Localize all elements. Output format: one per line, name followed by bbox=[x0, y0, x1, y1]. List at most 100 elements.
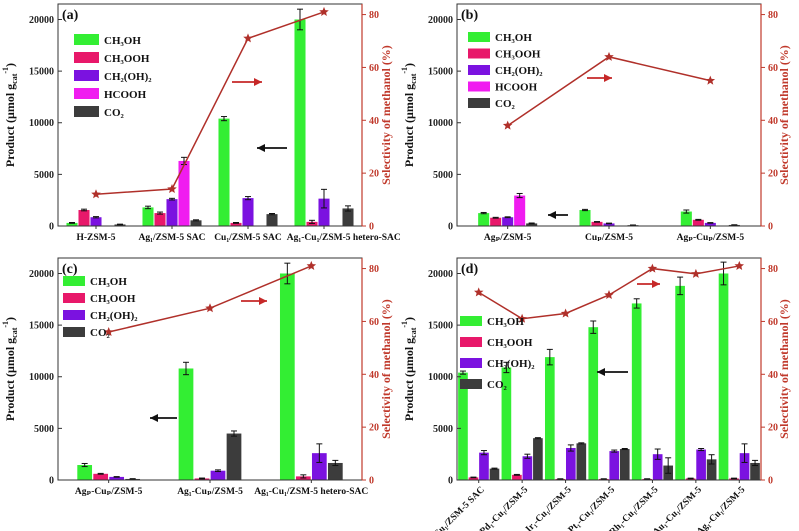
y-tick-label: 0 bbox=[448, 476, 453, 487]
selectivity-point bbox=[691, 268, 701, 278]
y-tick-label: 5000 bbox=[433, 424, 453, 435]
bar-ch3oh bbox=[294, 19, 306, 226]
y2-tick-label: 40 bbox=[369, 370, 379, 381]
y-tick-label: 15000 bbox=[428, 67, 453, 78]
y-axis-label-main: Product (μmol g bbox=[3, 84, 17, 167]
bar-ch3oh bbox=[718, 273, 729, 480]
panel-label: (a) bbox=[62, 8, 79, 23]
bar-ch2oh2 bbox=[166, 199, 178, 226]
right-axis-arrow-head bbox=[254, 78, 262, 86]
bar-ch3oh bbox=[675, 285, 685, 480]
legend-label: HCOOH bbox=[104, 89, 147, 101]
y2-tick-label: 20 bbox=[768, 169, 778, 180]
bar-ch3oh bbox=[501, 367, 512, 480]
legend-label: CH₃OH bbox=[90, 276, 127, 288]
y2-tick-label: 0 bbox=[768, 476, 773, 487]
legend-label: CH₃OOH bbox=[90, 293, 136, 305]
y-axis-label-main: Product (μmol g bbox=[402, 84, 416, 167]
bar-ch3oh bbox=[680, 211, 692, 226]
y-axis-label: Product (μmol gcat-1) bbox=[1, 63, 19, 167]
bar-ch3ooh bbox=[154, 213, 166, 226]
y2-tick-label: 40 bbox=[369, 116, 379, 127]
selectivity-point bbox=[103, 327, 114, 336]
y2-tick-label: 80 bbox=[369, 264, 379, 275]
selectivity-point bbox=[604, 51, 614, 61]
bar-ch2oh2 bbox=[603, 223, 615, 226]
y2-tick-label: 20 bbox=[369, 169, 379, 180]
legend-swatch-co2 bbox=[468, 98, 490, 108]
bar-ch2oh2 bbox=[704, 222, 716, 226]
bar-ch2oh2 bbox=[609, 451, 620, 480]
bar-ch3ooh bbox=[78, 209, 90, 226]
legend-swatch-ch2oh2 bbox=[63, 310, 85, 320]
legend-swatch-ch2oh2 bbox=[460, 358, 482, 368]
y-axis-label-sup: -1 bbox=[400, 321, 409, 328]
bar-ch2oh2 bbox=[242, 198, 254, 226]
y-axis-label-sub: cat bbox=[10, 73, 19, 84]
bar-co2 bbox=[706, 459, 717, 480]
legend-label: CH₃OOH bbox=[104, 53, 150, 65]
bar-ch3ooh bbox=[93, 473, 109, 480]
y-axis-label-end: ) bbox=[402, 317, 416, 321]
y-tick-label: 0 bbox=[448, 222, 453, 233]
legend-swatch-ch3ooh bbox=[468, 48, 490, 59]
y-tick-label: 15000 bbox=[29, 321, 54, 332]
bar-ch3ooh bbox=[230, 222, 242, 226]
right-axis-arrow-head bbox=[259, 297, 267, 305]
x-tick-label: Agₚ-Cuₚ/ZSM-5 bbox=[677, 233, 745, 243]
bar-hcooh bbox=[514, 195, 526, 226]
legend-label: CH₃OOH bbox=[495, 49, 541, 61]
selectivity-point bbox=[502, 120, 513, 130]
legend: CH₃OH CH₃OOH CH₂(OH)₂ CO₂ bbox=[460, 316, 535, 391]
legend-swatch-ch2oh2 bbox=[468, 65, 490, 75]
right-axis-arrow-head bbox=[604, 74, 612, 82]
bar-co2 bbox=[226, 433, 242, 480]
bar-co2 bbox=[489, 468, 500, 480]
bar-ch3ooh bbox=[591, 221, 603, 226]
y2-tick-label: 60 bbox=[369, 63, 379, 74]
panel-b: 0 5000 10000 15000 20000 0 20 40 60 80 Agₚ/ZSM-5 Cu… bbox=[400, 3, 791, 243]
legend-label: HCOOH bbox=[495, 82, 538, 94]
y2-tick-label: 80 bbox=[768, 264, 778, 275]
bar-ch3ooh bbox=[468, 477, 479, 480]
plot-frame bbox=[57, 257, 363, 481]
y-axis-label: Product (μmol gcat-1) bbox=[400, 63, 418, 167]
bar-hcooh bbox=[178, 160, 190, 226]
x-tick-label: Ag₁-Cu₁/ZSM-5 hetero-SAC bbox=[254, 487, 368, 497]
y2-tick-label: 40 bbox=[768, 370, 778, 381]
legend-label: CH₃OH bbox=[104, 35, 141, 47]
y2-axis-label: Selectivity of methanol (%) bbox=[379, 45, 393, 185]
x-tick-label: Ag₁/ZSM-5 SAC bbox=[139, 233, 206, 243]
selectivity-point bbox=[560, 308, 571, 318]
bar-ch2oh2 bbox=[318, 198, 330, 226]
panel-a: 0 5000 10000 15000 20000 0 20 40 60 80 H-ZSM-5 Ag₁/… bbox=[1, 3, 401, 243]
y2-tick-label: 60 bbox=[768, 63, 778, 74]
bar-co2 bbox=[576, 443, 587, 480]
selectivity-point bbox=[319, 6, 329, 17]
x-tick-label: Agₚ-Cuₚ/ZSM-5 bbox=[75, 487, 143, 497]
y-tick-label: 20000 bbox=[428, 269, 453, 280]
legend-swatch-ch3oh bbox=[460, 316, 482, 326]
bar-ch2oh2 bbox=[109, 476, 125, 480]
selectivity-point bbox=[167, 184, 177, 193]
x-tick-label: H-ZSM-5 bbox=[77, 233, 116, 243]
bar-ch3oh bbox=[77, 465, 93, 480]
legend-label: CH₂(OH)₂ bbox=[495, 65, 543, 77]
legend-label: CO₂ bbox=[90, 327, 111, 339]
legend-label: CH₂(OH)₂ bbox=[487, 358, 535, 370]
bar-ch2oh2 bbox=[210, 470, 226, 480]
y-tick-label: 10000 bbox=[29, 372, 54, 383]
y-tick-label: 5000 bbox=[34, 170, 54, 181]
y-axis-label-main: Product (μmol g bbox=[3, 338, 17, 421]
legend-label: CO₂ bbox=[487, 379, 508, 391]
bar-ch3oh bbox=[218, 118, 230, 226]
y-tick-label: 10000 bbox=[29, 118, 54, 129]
bar-ch3oh bbox=[66, 222, 78, 226]
bar-ch3ooh bbox=[306, 221, 318, 226]
legend-swatch-ch3oh bbox=[63, 276, 85, 286]
y-axis-label-sub: cat bbox=[409, 327, 418, 338]
left-axis-arrow-head bbox=[548, 211, 556, 219]
legend-swatch-ch3ooh bbox=[460, 337, 482, 347]
selectivity-point bbox=[205, 303, 215, 313]
